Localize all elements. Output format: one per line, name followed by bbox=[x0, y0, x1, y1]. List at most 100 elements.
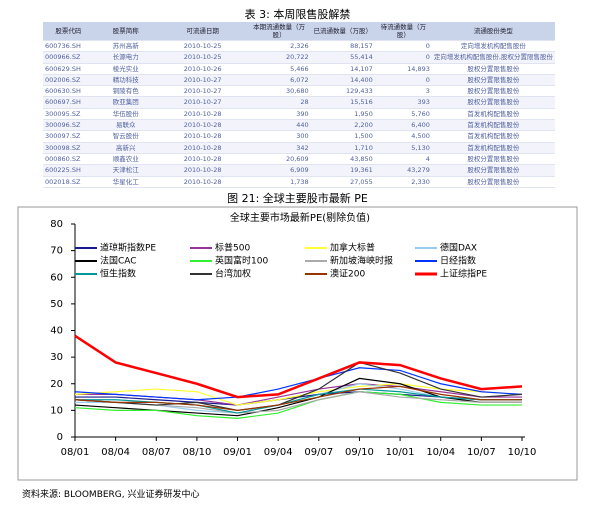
table-row: 600225.SH 天津松江 2010-10-28 6,909 19,361 43,279… bbox=[43, 164, 555, 177]
table-cell: 0 bbox=[374, 40, 432, 53]
table-cell: 600630.SH bbox=[43, 85, 94, 98]
table-cell: 1,710 bbox=[310, 142, 375, 154]
table-cell: 2010-10-28 bbox=[157, 176, 248, 188]
series-line bbox=[74, 391, 522, 419]
table-header: 股票代码 bbox=[43, 22, 94, 41]
series-line bbox=[74, 361, 523, 411]
x-tick-label: 10/04 bbox=[426, 447, 455, 458]
table-cell: 顺鑫农业 bbox=[93, 153, 158, 166]
legend-label: 法国CAC bbox=[100, 255, 137, 267]
table-cell: 6,400 bbox=[374, 119, 432, 132]
legend-label: 日经指数 bbox=[440, 255, 476, 267]
table-cell: 55,414 bbox=[310, 51, 375, 64]
table-cell: 2010-10-25 bbox=[157, 40, 248, 53]
table-row: 300097.SZ 智云股份 2010-10-28 300 1,500 4,500 首发机构… bbox=[43, 130, 555, 143]
y-tick-label: 60 bbox=[50, 272, 63, 283]
table-cell: 300098.SZ bbox=[43, 142, 94, 154]
table-cell: 20,722 bbox=[247, 51, 311, 64]
table-cell: 14,107 bbox=[310, 63, 375, 75]
table-cell: 智云股份 bbox=[93, 130, 158, 143]
y-tick-label: 30 bbox=[50, 352, 63, 363]
table-row: 600736.SH 苏州高新 2010-10-25 2,326 88,157 0 定向增发机… bbox=[43, 40, 555, 53]
table-cell: 3 bbox=[374, 85, 432, 98]
series-line bbox=[74, 385, 522, 411]
table-row: 002006.SZ 精功科技 2010-10-27 6,072 14,400 0 股权分置限… bbox=[43, 74, 555, 87]
table-cell: 342 bbox=[247, 142, 311, 154]
legend-label: 澳证200 bbox=[330, 268, 365, 280]
table-cell: 0 bbox=[374, 74, 432, 87]
table-cell: 43,850 bbox=[310, 153, 375, 166]
table-header: 待流通数量（万股） bbox=[374, 22, 432, 41]
series-line bbox=[74, 383, 523, 406]
x-tick-label: 08/04 bbox=[101, 447, 130, 458]
table-cell: 长源电力 bbox=[93, 51, 158, 64]
legend-label: 德国DAX bbox=[440, 242, 477, 254]
table-cell: 1,500 bbox=[310, 130, 375, 143]
source-note: 资料来源: BLOOMBERG, 兴业证券研发中心 bbox=[22, 490, 200, 500]
table-cell: 2010-10-26 bbox=[157, 63, 248, 75]
table-cell: 2010-10-27 bbox=[157, 85, 248, 98]
table-row: 600629.SH 棱光实业 2010-10-26 5,466 14,107 14,893… bbox=[43, 63, 555, 75]
legend-label: 恒生指数 bbox=[100, 268, 136, 280]
legend-label: 英国富时100 bbox=[215, 255, 268, 267]
table: 股票代码 股票简称 可流通日期 本期流通数量（万股） 已流通数量（万股） 待流通数量（万股… bbox=[43, 22, 555, 188]
x-tick-label: 09/01 bbox=[223, 447, 252, 458]
table-cell: 000966.SZ bbox=[43, 51, 94, 64]
table-cell: 43,279 bbox=[374, 164, 432, 177]
table-cell: 14,400 bbox=[310, 74, 375, 87]
legend-label: 台湾加权 bbox=[215, 268, 251, 280]
table-cell: 19,361 bbox=[310, 164, 375, 177]
table-cell: 2,200 bbox=[310, 119, 375, 132]
table-cell: 4 bbox=[374, 153, 432, 166]
table-cell: 440 bbox=[247, 119, 311, 132]
y-tick-label: 20 bbox=[50, 379, 63, 390]
table-cell: 88,157 bbox=[310, 40, 375, 53]
table-cell: 2,326 bbox=[247, 40, 311, 53]
table-cell: 棱光实业 bbox=[93, 63, 158, 75]
table-cell: 20,609 bbox=[247, 153, 311, 166]
table-cell: 华星化工 bbox=[93, 176, 158, 188]
table-cell: 1,950 bbox=[310, 108, 375, 121]
table-cell: 600736.SH bbox=[43, 40, 94, 53]
table-cell: 4,500 bbox=[374, 130, 432, 143]
table-cell: 2010-10-28 bbox=[157, 108, 248, 121]
table-cell: 首发机构配售股份 bbox=[431, 108, 555, 121]
table-cell: 129,433 bbox=[310, 85, 375, 98]
table-cell: 600697.SH bbox=[43, 96, 94, 109]
series-line bbox=[74, 367, 523, 401]
legend-label: 标普500 bbox=[215, 242, 250, 254]
x-tick-label: 09/10 bbox=[345, 447, 374, 458]
legend-label: 道琼斯指数PE bbox=[100, 242, 156, 254]
table-cell: 易联众 bbox=[93, 119, 158, 132]
table-cell: 28 bbox=[247, 96, 311, 109]
table-cell: 苏州高新 bbox=[93, 40, 158, 53]
table-row: 300098.SZ 高新兴 2010-10-28 342 1,710 5,130 首发机构配… bbox=[43, 142, 555, 154]
table-cell: 2010-10-28 bbox=[157, 153, 248, 166]
table-cell: 股权分置限售股份 bbox=[431, 96, 555, 109]
table-cell: 股权分置限售股份 bbox=[431, 85, 555, 98]
table-cell: 15,516 bbox=[310, 96, 375, 109]
x-tick-label: 08/01 bbox=[61, 447, 90, 458]
table-cell: 2010-10-27 bbox=[157, 96, 248, 109]
table-header: 可流通日期 bbox=[157, 22, 248, 41]
table-cell: 定向增发机构配售股份,股权分置限售股份 bbox=[431, 51, 555, 64]
table-cell: 390 bbox=[247, 108, 311, 121]
table-header: 流通股份类型 bbox=[431, 22, 555, 41]
table-cell: 股权分置限售股份 bbox=[431, 74, 555, 87]
table-cell: 华伍股份 bbox=[93, 108, 158, 121]
table-cell: 300097.SZ bbox=[43, 130, 94, 143]
table-cell: 股权分置限售股份 bbox=[431, 63, 555, 75]
y-tick-label: 40 bbox=[50, 326, 63, 337]
table-cell: 首发机构配售股份 bbox=[431, 119, 555, 132]
x-tick-label: 10/07 bbox=[467, 447, 496, 458]
x-tick-label: 10/01 bbox=[386, 447, 415, 458]
table-cell: 欧亚集团 bbox=[93, 96, 158, 109]
table-cell: 393 bbox=[374, 96, 432, 109]
chart-title: 全球主要市场最新PE(剔除负值) bbox=[230, 211, 370, 224]
table-cell: 600225.SH bbox=[43, 164, 94, 177]
y-tick-label: 10 bbox=[50, 405, 63, 416]
table-cell: 002018.SZ bbox=[43, 176, 94, 188]
table-cell: 5,466 bbox=[247, 63, 311, 75]
